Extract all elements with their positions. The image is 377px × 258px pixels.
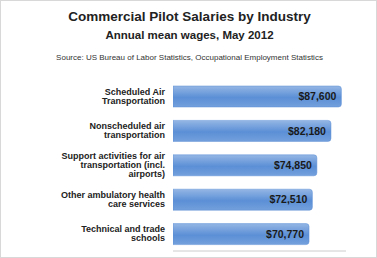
svg-text:$74,850: $74,850 <box>274 159 312 171</box>
svg-text:Other ambulatory healthcare se: Other ambulatory healthcare services <box>61 190 165 209</box>
svg-text:Support activities for airtran: Support activities for airtransportation… <box>61 151 165 179</box>
svg-text:Scheduled AirTransportation: Scheduled AirTransportation <box>102 87 166 106</box>
html-text:Commercial Pilot Salaries by I: Commercial Pilot Salaries by Industry <box>68 9 311 24</box>
svg-text:Technical and tradeschools: Technical and tradeschools <box>81 224 165 243</box>
html-text:Source: US Bureau of Labor Sta: Source: US Bureau of Labor Statistics, O… <box>56 53 323 62</box>
svg-text:$87,600: $87,600 <box>298 90 336 102</box>
svg-text:Nonscheduled airtransportation: Nonscheduled airtransportation <box>89 121 165 140</box>
svg-text:$82,180: $82,180 <box>288 125 326 137</box>
svg-text:$70,770: $70,770 <box>266 228 304 240</box>
svg-text:$72,510: $72,510 <box>269 193 307 205</box>
html-text:Annual mean wages, May 2012: Annual mean wages, May 2012 <box>105 29 274 41</box>
